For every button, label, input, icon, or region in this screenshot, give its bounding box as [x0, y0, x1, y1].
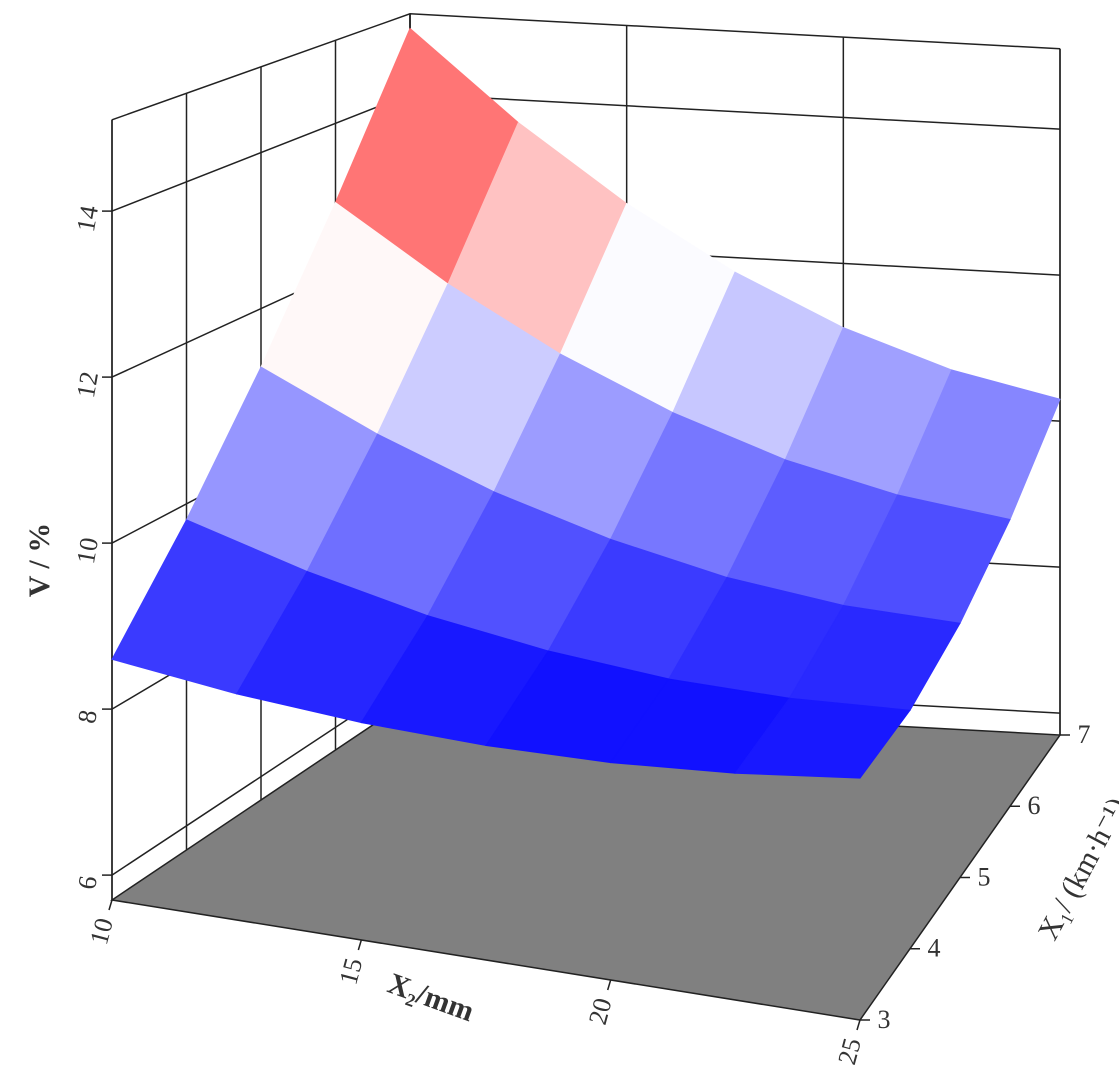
x-tick: [856, 1019, 861, 1031]
x-tick: [357, 939, 363, 951]
z-tick-label: 14: [71, 203, 104, 234]
x-tick-label: 15: [334, 955, 369, 988]
z-tick-label: 8: [72, 708, 103, 726]
z-tick-label: 6: [72, 874, 103, 892]
z-tick-label: 10: [71, 535, 104, 566]
y-tick-label: 7: [1078, 720, 1091, 749]
z-axis-label: V / %: [23, 523, 56, 597]
surface-cell: [734, 697, 911, 779]
x-axis-label: X₂/mm: [383, 967, 478, 1028]
x-tick-label: 25: [832, 1035, 867, 1065]
y-tick-label: 3: [878, 1005, 891, 1034]
x-tick-label: 10: [84, 915, 119, 948]
z-tick-label: 12: [71, 369, 104, 400]
y-tick-label: 5: [978, 862, 991, 891]
x-tick-label: 20: [583, 995, 618, 1028]
y-axis-label: X₁/ (km·h⁻¹): [1031, 792, 1119, 945]
x-tick: [108, 899, 113, 911]
y-tick-label: 4: [928, 934, 941, 963]
x-tick: [606, 979, 612, 991]
y-tick-label: 6: [1028, 791, 1041, 820]
